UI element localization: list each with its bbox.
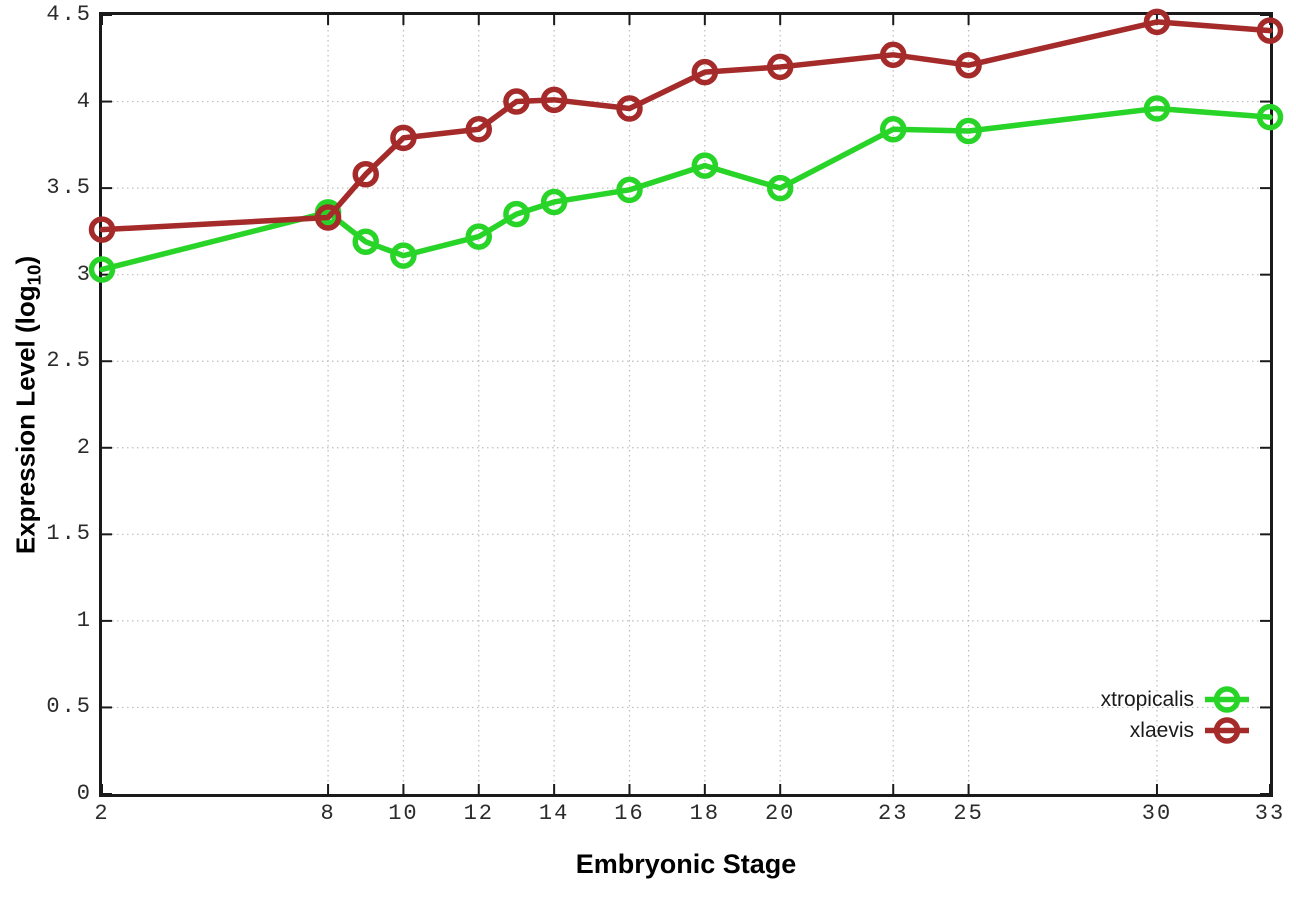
legend-marker-xtropicalis	[1205, 686, 1249, 713]
data-point-xlaevis	[616, 95, 643, 122]
data-point-xlaevis	[691, 58, 719, 86]
chart-canvas	[88, 8, 1284, 795]
y-axis-title-text: Expression Level (log	[10, 285, 41, 555]
data-point-xlaevis	[1143, 8, 1171, 36]
data-point-xtropicalis	[352, 228, 379, 256]
y-tick-label: 2	[76, 434, 92, 460]
plot-area	[88, 8, 1284, 797]
data-point-xtropicalis	[766, 174, 794, 202]
x-tick-label: 23	[878, 801, 909, 826]
data-point-xlaevis	[88, 216, 116, 243]
data-point-xlaevis	[352, 161, 379, 188]
legend-entry-xtropicalis: xtropicalis	[1101, 684, 1250, 715]
data-point-xlaevis	[766, 53, 794, 81]
data-point-xtropicalis	[616, 176, 643, 204]
y-tick-label: 1.5	[46, 521, 92, 547]
data-point-xlaevis	[955, 51, 982, 79]
y-tick-label: 0	[76, 781, 92, 806]
data-point-xtropicalis	[1256, 103, 1284, 131]
x-tick-label: 14	[538, 801, 570, 826]
x-tick-label: 10	[388, 801, 419, 826]
x-tick-label: 8	[320, 801, 336, 826]
y-tick-label: 2.5	[46, 348, 92, 374]
data-point-xlaevis	[390, 124, 417, 152]
x-tick-label: 30	[1141, 801, 1173, 826]
legend-label-xtropicalis: xtropicalis	[1100, 687, 1194, 711]
x-axis-title: Embryonic Stage	[575, 849, 797, 879]
y-tick-label: 4.5	[46, 2, 92, 27]
data-point-xtropicalis	[465, 223, 493, 250]
series-line-xlaevis	[99, 19, 1273, 233]
x-tick-label: 25	[953, 801, 984, 826]
data-point-xlaevis	[1256, 17, 1284, 44]
data-point-xtropicalis	[691, 152, 719, 179]
data-point-xlaevis	[314, 204, 342, 231]
data-point-xtropicalis	[390, 242, 417, 269]
data-point-xlaevis	[879, 41, 907, 69]
data-point-xlaevis	[465, 116, 493, 143]
x-tick-label: 12	[463, 801, 494, 826]
legend-marker-xlaevis	[1205, 717, 1249, 744]
data-point-xtropicalis	[879, 116, 907, 143]
legend-label-xlaevis: xlaevis	[1129, 718, 1194, 742]
x-tick-label: 2	[94, 801, 110, 826]
y-axis-title: Expression Level (log10)	[10, 256, 45, 554]
data-point-xtropicalis	[540, 188, 568, 216]
series-line-xtropicalis	[99, 105, 1273, 273]
data-point-xtropicalis	[503, 200, 530, 228]
y-tick-label: 3	[76, 261, 92, 287]
data-point-xtropicalis	[955, 117, 982, 145]
y-tick-label: 3.5	[46, 175, 92, 201]
y-tick-label: 4	[76, 88, 92, 114]
x-tick-label: 33	[1254, 801, 1286, 826]
legend-entry-xlaevis: xlaevis	[1101, 715, 1250, 746]
legend: xtropicalis xlaevis	[1101, 684, 1250, 746]
x-tick-label: 16	[614, 801, 645, 826]
data-point-xlaevis	[540, 86, 568, 114]
x-tick-label: 18	[689, 801, 721, 826]
x-tick-label: 20	[764, 801, 796, 826]
data-point-xtropicalis	[1143, 95, 1171, 122]
data-point-xtropicalis	[88, 256, 116, 283]
y-tick-label: 1	[76, 607, 92, 633]
data-point-xlaevis	[503, 88, 530, 115]
y-tick-label: 0.5	[46, 694, 92, 720]
